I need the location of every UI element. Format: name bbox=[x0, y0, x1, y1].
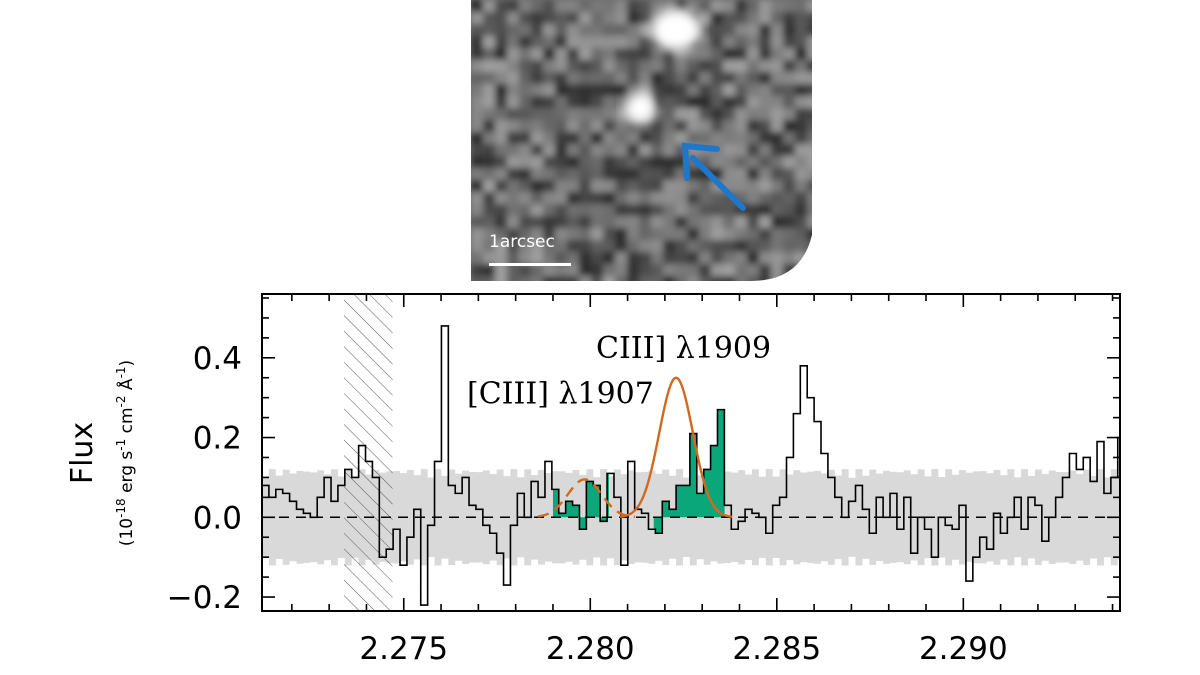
x-tick-label: 2.275 bbox=[359, 631, 448, 667]
y-tick-label: 0.4 bbox=[193, 341, 242, 377]
bright-source-middle bbox=[624, 92, 656, 124]
x-tick-label: 2.285 bbox=[732, 631, 821, 667]
y-axis-units: (10-18 erg s-1 cm-2 Å-1) bbox=[114, 360, 137, 546]
scale-bar bbox=[489, 263, 571, 266]
y-axis-title: Flux bbox=[65, 422, 100, 484]
target-arrow-icon bbox=[681, 142, 746, 211]
scale-bar-label: 1arcsec bbox=[489, 232, 555, 252]
fit-curve-2 bbox=[619, 376, 733, 518]
x-tick-label: 2.290 bbox=[919, 631, 1008, 667]
x-tick-label: 2.280 bbox=[546, 631, 635, 667]
line-label-1: [CIII] λ1907 bbox=[467, 377, 654, 412]
emission-fill-2 bbox=[653, 409, 725, 534]
masked-region bbox=[344, 294, 393, 611]
y-tick-label: 0.0 bbox=[193, 500, 242, 536]
bright-source-top bbox=[650, 8, 702, 52]
y-tick-label: −0.2 bbox=[167, 580, 242, 616]
line-label-2: CIII] λ1909 bbox=[596, 331, 771, 366]
spectrum-line bbox=[262, 325, 1120, 606]
plot-frame bbox=[261, 293, 1121, 612]
y-tick-label: 0.2 bbox=[193, 421, 242, 457]
spectrum-plot: 2.275 2.280 2.285 2.290 −0.2 0.0 0.2 0.4 [CIII]… bbox=[65, 293, 1121, 667]
imaging-cutout: 1arcsec bbox=[471, 0, 812, 281]
fit-curve-1 bbox=[537, 478, 636, 519]
